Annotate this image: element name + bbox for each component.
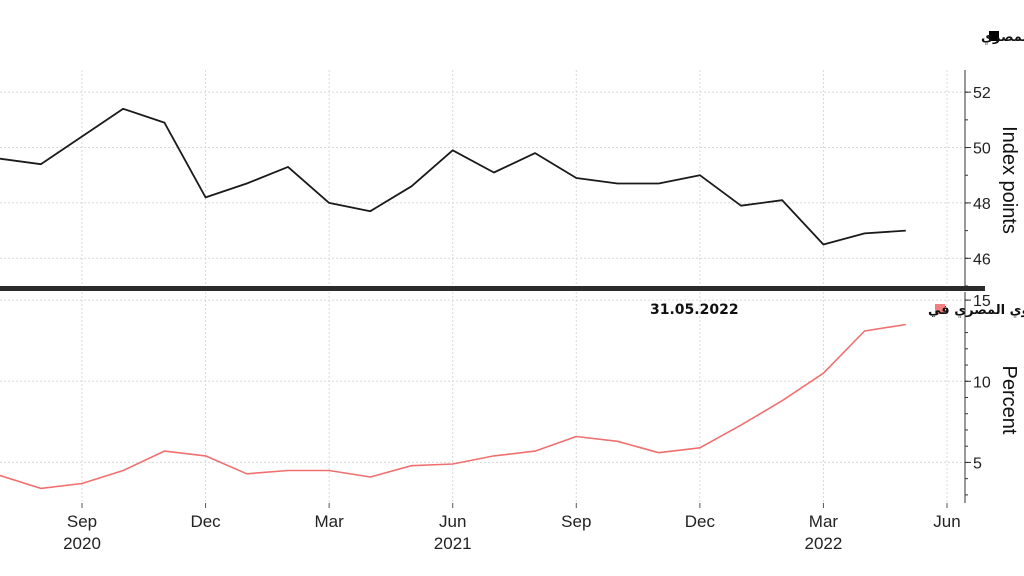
bottom-legend: معدل التضخم السنوي المصري في 31.05.2022: [650, 302, 1024, 318]
y-tick-label-0-2: 50: [973, 141, 991, 158]
x-tick-month-7: Jun: [933, 512, 960, 531]
y-tick-label-0-0: 46: [973, 251, 991, 268]
x-tick-month-3: Jun: [439, 512, 466, 531]
grid-layer: [0, 70, 965, 503]
y-tick-label-1-2: 15: [973, 293, 991, 310]
series-line-0: [0, 107, 906, 246]
top-legend-swatch: [989, 31, 999, 41]
series-layer: [0, 107, 906, 490]
axes-layer: Sep 2020 Dec Mar Jun 2021 Sep Dec Mar 2022 Jun 46 48…: [0, 70, 991, 553]
x-tick-year-3: 2021: [434, 534, 472, 553]
x-tick-year-6: 2022: [805, 534, 843, 553]
top-legend: مؤشر مديري المشتريات المصري: [981, 30, 1024, 45]
top-legend-text: مؤشر مديري المشتريات المصري: [981, 30, 1024, 45]
x-tick-month-1: Dec: [190, 512, 221, 531]
x-tick-month-0: Sep: [67, 512, 97, 531]
bottom-axis-title: Percent: [998, 366, 1020, 435]
y-tick-label-1-0: 5: [973, 455, 982, 472]
x-tick-month-4: Sep: [561, 512, 591, 531]
y-tick-label-0-1: 48: [973, 196, 991, 213]
panel-separator: [0, 286, 985, 291]
y-tick-label-0-3: 52: [973, 85, 991, 102]
bottom-legend-date: 31.05.2022: [650, 302, 739, 318]
series-line-1: [0, 323, 906, 490]
bottom-legend-swatch: [935, 304, 945, 314]
y-tick-label-1-1: 10: [973, 374, 991, 391]
bottom-legend-text: معدل التضخم السنوي المصري في: [928, 303, 1024, 318]
x-tick-month-2: Mar: [315, 512, 345, 531]
top-axis-title: Index points: [998, 126, 1020, 234]
x-tick-year-0: 2020: [63, 534, 101, 553]
x-tick-month-5: Dec: [685, 512, 716, 531]
x-tick-month-6: Mar: [809, 512, 839, 531]
